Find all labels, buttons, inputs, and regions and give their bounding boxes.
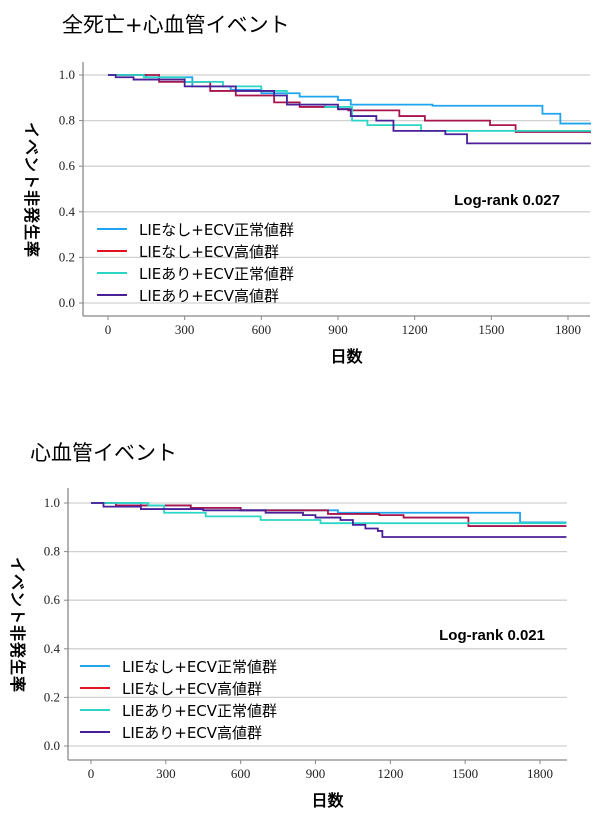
x-axis-label: 日数 — [330, 347, 363, 366]
x-tick-label: 1200 — [402, 322, 428, 337]
y-axis-label: イベント非発生率 — [8, 557, 27, 693]
y-tick-label: 1.0 — [59, 67, 75, 82]
y-tick-label: 0.8 — [59, 113, 75, 128]
x-tick-label: 900 — [328, 322, 348, 337]
legend-label: LIEあり+ECV正常値群 — [139, 265, 294, 283]
log-rank-annotation: Log-rank 0.021 — [439, 627, 545, 644]
y-tick-label: 0.2 — [59, 249, 75, 264]
x-tick-label: 600 — [252, 322, 272, 337]
legend-label: LIEあり+ECV正常値群 — [122, 702, 277, 720]
legend-label: LIEなし+ECV正常値群 — [139, 221, 294, 239]
x-tick-label: 0 — [105, 322, 112, 337]
series-line-2 — [108, 74, 591, 133]
x-tick-label: 300 — [156, 766, 176, 781]
x-tick-label: 1800 — [527, 766, 553, 781]
y-tick-label: 1.0 — [44, 495, 60, 510]
legend: LIEなし+ECV正常値群 LIEなし+ECV高値群 LIEあり+ECV正常値群 LI… — [80, 658, 277, 742]
x-axis-label: 日数 — [311, 791, 344, 810]
chart-title: 全死亡+心血管イベント — [62, 13, 290, 37]
x-tick-label: 1500 — [478, 322, 504, 337]
x-tick-label: 1200 — [377, 766, 403, 781]
y-tick-label: 0.2 — [44, 689, 60, 704]
y-tick-label: 0.8 — [44, 544, 60, 559]
x-tick-label: 900 — [306, 766, 326, 781]
legend: LIEなし+ECV正常値群 LIEなし+ECV高値群 LIEあり+ECV正常値群 LI… — [97, 221, 294, 305]
chart-1: 全死亡+心血管イベント 0.0 0.2 0.4 0.6 0.8 1.0 0 300 600 900 1… — [22, 13, 591, 366]
chart-2: 心血管イベント 0.0 0.2 0.4 0.6 0.8 1.0 0 300 600 900 1200 1… — [8, 441, 567, 810]
legend-label: LIEなし+ECV高値群 — [139, 243, 279, 261]
chart-title: 心血管イベント — [30, 441, 177, 465]
series-line-3 — [91, 502, 567, 525]
log-rank-annotation: Log-rank 0.027 — [454, 192, 560, 209]
series-line-4 — [91, 502, 567, 538]
y-tick-label: 0.4 — [59, 204, 76, 219]
x-tick-label: 1500 — [452, 766, 478, 781]
y-tick-label: 0.0 — [44, 738, 60, 753]
y-tick-label: 0.6 — [59, 158, 76, 173]
y-tick-label: 0.6 — [44, 592, 61, 607]
y-axis-label: イベント非発生率 — [22, 122, 41, 258]
legend-label: LIEあり+ECV高値群 — [122, 724, 262, 742]
x-tick-label: 0 — [88, 766, 95, 781]
x-tick-label: 300 — [175, 322, 195, 337]
legend-label: LIEなし+ECV高値群 — [122, 680, 262, 698]
x-tick-label: 1800 — [555, 322, 581, 337]
series-line-4 — [108, 74, 591, 145]
y-tick-label: 0.0 — [59, 295, 75, 310]
series-line-3 — [108, 74, 591, 132]
legend-label: LIEなし+ECV正常値群 — [122, 658, 277, 676]
y-tick-label: 0.4 — [44, 641, 61, 656]
x-tick-label: 600 — [231, 766, 251, 781]
legend-label: LIEあり+ECV高値群 — [139, 287, 279, 305]
